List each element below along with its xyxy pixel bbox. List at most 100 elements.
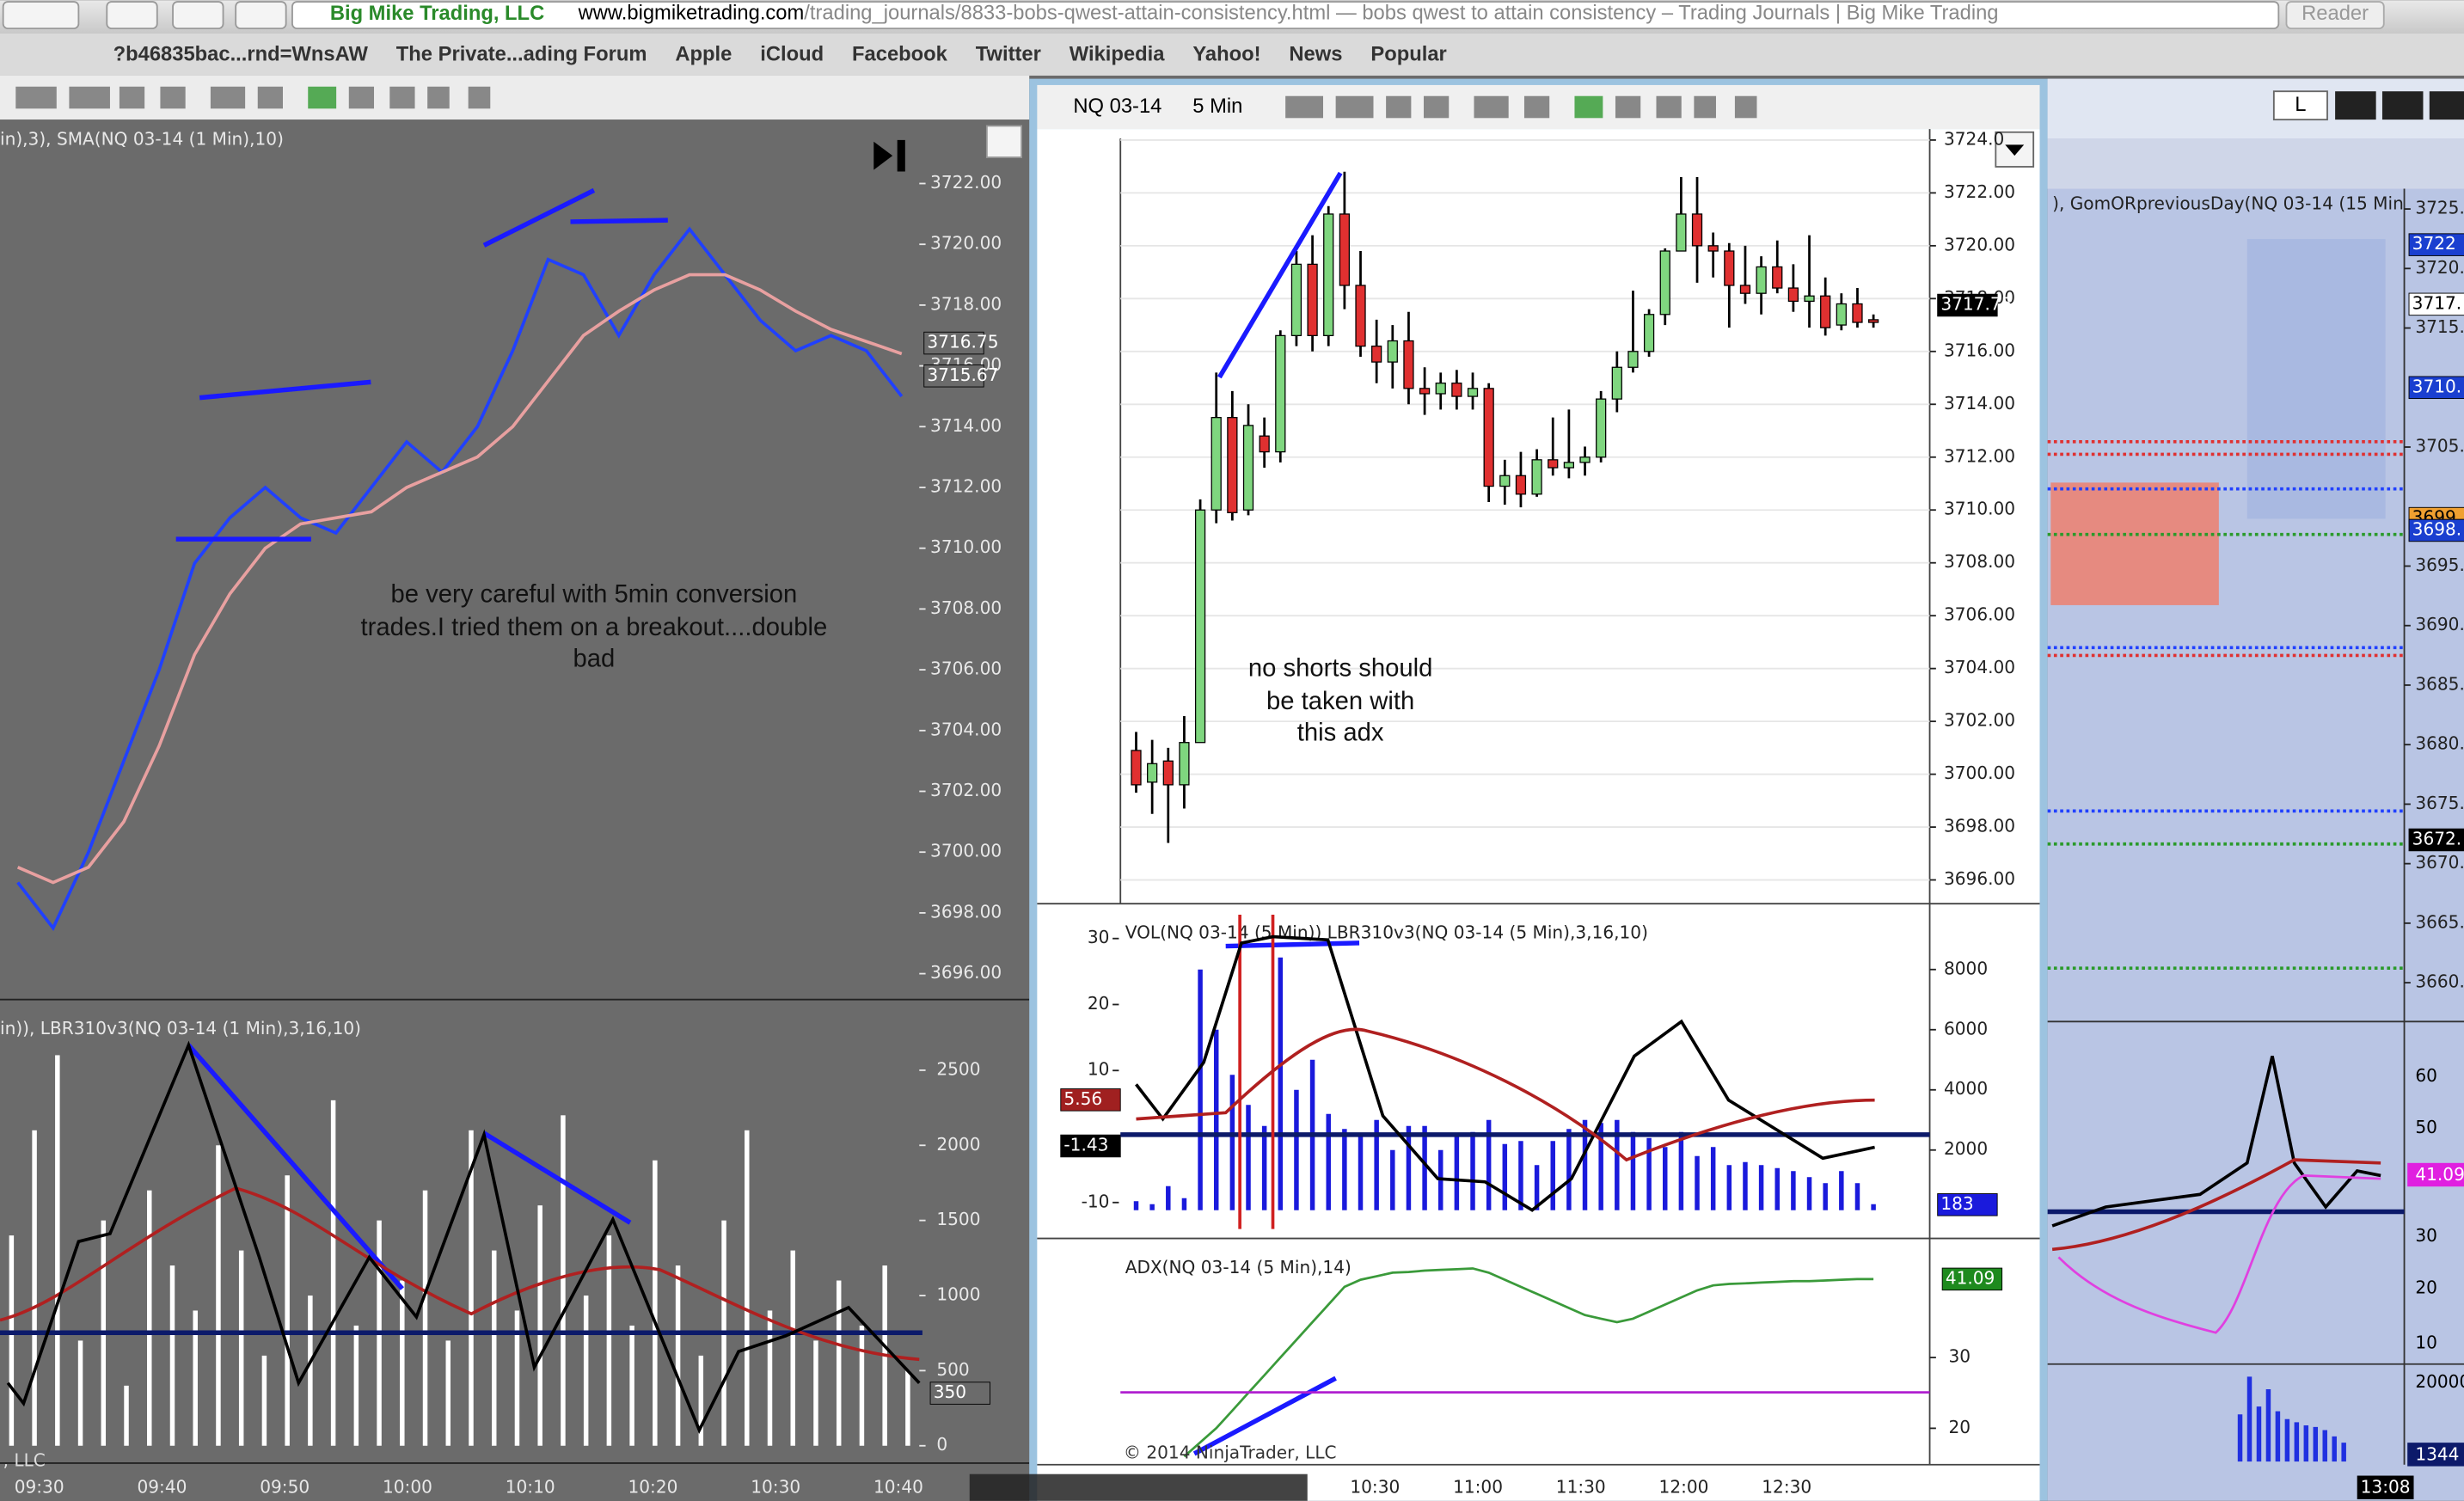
address-bar[interactable] <box>291 1 2280 30</box>
bookmark[interactable]: Popular <box>1370 42 1446 65</box>
series-line <box>16 273 903 885</box>
y-tick-label: 3715.0 <box>2415 316 2464 337</box>
tool-icon[interactable] <box>348 86 375 109</box>
bookmark[interactable]: Wikipedia <box>1070 42 1165 65</box>
tool-icon[interactable] <box>1386 95 1412 119</box>
bookmark[interactable]: News <box>1289 42 1342 65</box>
bookmark[interactable]: Yahoo! <box>1192 42 1260 65</box>
bookmark[interactable]: Twitter <box>976 42 1041 65</box>
x-tick-label: 09:50 <box>260 1477 310 1498</box>
minimize-button[interactable] <box>2335 91 2376 120</box>
value-tag <box>923 331 984 355</box>
icloud-button[interactable] <box>106 1 158 30</box>
oscillator-average <box>2051 1158 2381 1252</box>
bar <box>469 1130 474 1446</box>
level-lines <box>2047 440 2405 970</box>
y-tick-label: 3720.0 <box>2415 257 2464 278</box>
volume-bar-decor <box>2303 1425 2309 1462</box>
bar <box>1261 1125 1267 1210</box>
share-button[interactable] <box>172 1 224 30</box>
y-tick-label: 3708.00 <box>930 597 1002 618</box>
bar <box>1806 1177 1812 1210</box>
y-tick-label: 3695.0 <box>2415 554 2464 575</box>
dropdown-button[interactable] <box>985 125 1022 158</box>
bookmark[interactable]: Apple <box>675 42 732 65</box>
site-name: Big Mike Trading, LLC <box>330 2 544 25</box>
candle-body <box>1836 303 1847 326</box>
bar <box>1615 1119 1620 1210</box>
volume-bar-decor <box>2275 1411 2281 1462</box>
y-tick-label: 30 <box>1948 1346 1971 1367</box>
tool-icon[interactable] <box>389 86 415 109</box>
x-tick-label: 09:40 <box>137 1477 187 1498</box>
tool-icon[interactable] <box>69 86 110 109</box>
tool-icon[interactable] <box>468 86 491 109</box>
reader-label: Reader <box>2302 2 2369 25</box>
tool-icon[interactable] <box>257 86 284 109</box>
y-tick-label: 3708.00 <box>1944 551 2015 572</box>
bookmark[interactable]: The Private...ading Forum <box>396 42 647 65</box>
y-tick-label: 500 <box>936 1359 969 1380</box>
candle-body <box>1707 245 1719 252</box>
bar <box>1294 1089 1299 1210</box>
tool-icon[interactable] <box>1694 95 1716 119</box>
tool-icon[interactable] <box>308 86 337 109</box>
bar <box>1422 1125 1427 1210</box>
window-button[interactable] <box>2272 90 2328 121</box>
bar <box>1502 1143 1508 1210</box>
candle-body <box>1739 285 1751 294</box>
url-host: www.bigmiketrading.com <box>578 2 805 25</box>
maximize-button[interactable] <box>2381 91 2424 120</box>
video-controls[interactable] <box>969 1473 1308 1501</box>
symbol-select[interactable]: NQ 03-14 <box>1073 95 1162 118</box>
bar <box>216 1145 221 1446</box>
close-button[interactable] <box>2429 91 2464 120</box>
tool-icon[interactable] <box>1335 95 1374 119</box>
bookmark[interactable]: Facebook <box>852 42 948 65</box>
tool-icon[interactable] <box>210 86 246 109</box>
tool-icon[interactable] <box>119 86 145 109</box>
dropdown-arrow <box>2005 144 2025 156</box>
y-tick-label: 30 <box>2415 1225 2437 1246</box>
new-tab-button[interactable] <box>235 1 287 30</box>
tool-icon[interactable] <box>1615 95 1641 119</box>
volume-bar-decor <box>2341 1443 2346 1462</box>
volume-bar-decor <box>2265 1389 2271 1462</box>
x-tick-label: 11:30 <box>1556 1477 1606 1498</box>
oscillator-average <box>1136 1027 1875 1162</box>
y-tick-label: 3704.00 <box>1944 657 2015 677</box>
tool-icon[interactable] <box>1734 95 1757 119</box>
bar <box>1486 1119 1492 1210</box>
reader-button[interactable] <box>2285 1 2385 30</box>
tool-icon[interactable] <box>1423 95 1450 119</box>
candle-body <box>1804 295 1815 303</box>
tool-icon[interactable] <box>1474 95 1509 119</box>
note-line: this adx <box>1297 720 1384 747</box>
tool-icon[interactable] <box>1285 95 1324 119</box>
value-tag-label: 3717.75 <box>1940 294 2012 315</box>
value-tag <box>1060 1088 1121 1112</box>
y-tick-label: 20 <box>1948 1417 1971 1437</box>
url-path: /trading_journals/8833-bobs-qwest-attain… <box>804 2 1998 25</box>
copyright: © 2014 NinjaTrader, LLC <box>1124 1442 1337 1462</box>
tool-icon[interactable] <box>427 86 450 109</box>
tool-icon[interactable] <box>1574 95 1603 119</box>
bookmark[interactable]: iCloud <box>760 42 824 65</box>
interval-select[interactable]: 5 Min <box>1192 95 1242 118</box>
tool-icon[interactable] <box>1523 95 1550 119</box>
x-tick-label: 11:00 <box>1453 1477 1503 1498</box>
value-tag <box>2407 1443 2464 1467</box>
value-tag <box>2408 828 2464 852</box>
y-tick-label: 3712.00 <box>1944 445 2015 466</box>
candle-body <box>1467 388 1479 397</box>
bookmark[interactable]: ?b46835bac...rnd=WnsAW <box>113 42 369 65</box>
value-tag <box>1060 1134 1121 1158</box>
tool-icon[interactable] <box>1656 95 1682 119</box>
y-tick-label: 3680.0 <box>2415 733 2464 754</box>
tool-icon[interactable] <box>160 86 186 109</box>
nav-buttons[interactable] <box>2 1 80 30</box>
tool-icon[interactable] <box>15 86 57 109</box>
y-tick-label: 20 <box>1088 993 1110 1014</box>
value-tag <box>929 1382 990 1405</box>
